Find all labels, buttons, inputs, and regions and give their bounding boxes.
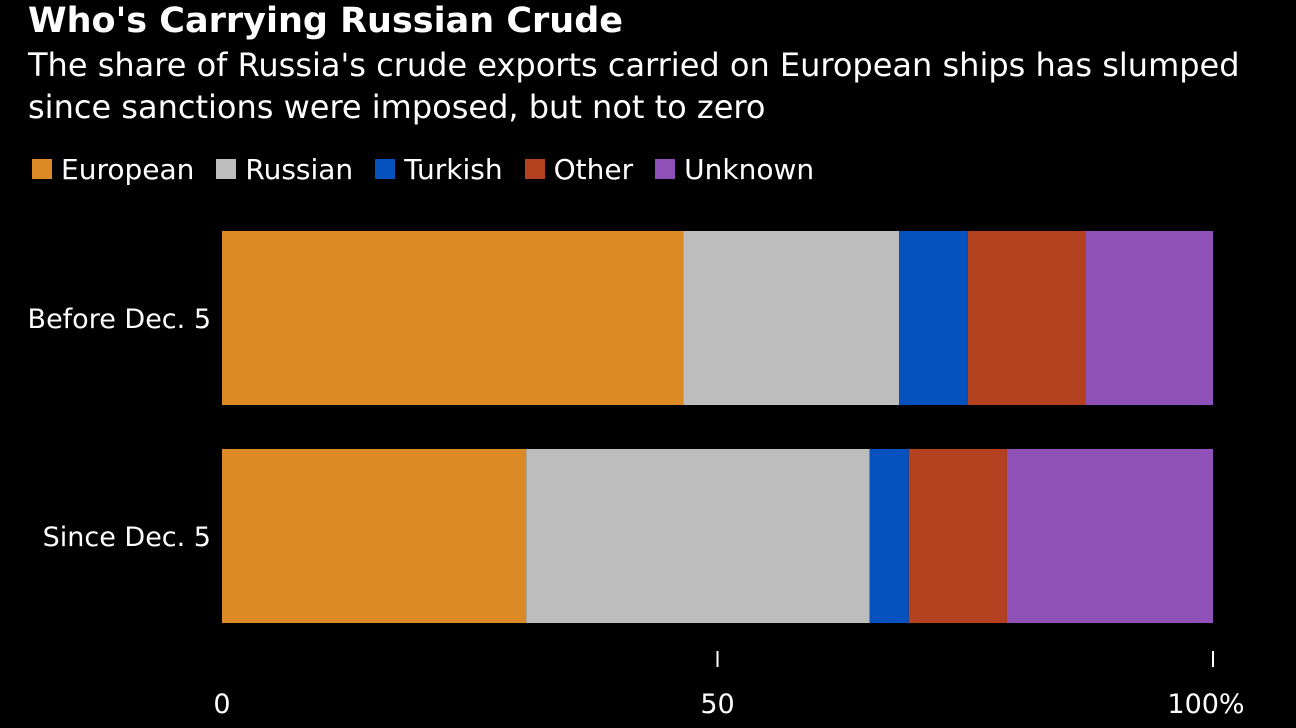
legend-swatch-other [524, 159, 545, 179]
category-label-before-dec-5: Before Dec. 5 [28, 304, 211, 335]
chart-title: Who's Carrying Russian Crude [28, 1, 623, 41]
legend-item-other: Other [524, 152, 634, 186]
x-tick-label-100: 100% [1167, 689, 1244, 720]
bar-segment-other-before-dec-5 [967, 231, 1086, 405]
bar-segment-unknown-before-dec-5 [1085, 231, 1213, 405]
legend-label-other: Other [553, 152, 634, 186]
chart-legend: European Russian Turkish Other Unknown [32, 150, 836, 188]
legend-swatch-unknown [655, 159, 676, 179]
legend-swatch-russian [216, 159, 237, 179]
bar-segment-turkish-since-dec-5 [869, 449, 909, 623]
bar-segment-russian-since-dec-5 [526, 449, 870, 623]
legend-item-unknown: Unknown [655, 153, 814, 186]
legend-swatch-turkish [375, 159, 396, 179]
legend-item-european: European [32, 153, 194, 186]
bar-segment-other-since-dec-5 [908, 449, 1007, 623]
legend-label-unknown: Unknown [684, 152, 815, 186]
bar-segment-unknown-since-dec-5 [1006, 449, 1213, 623]
bar-segment-european-before-dec-5 [222, 231, 684, 405]
legend-label-european: European [61, 152, 195, 186]
category-label-since-dec-5: Since Dec. 5 [43, 522, 211, 553]
bar-segment-turkish-before-dec-5 [899, 231, 968, 405]
legend-item-russian: Russian [216, 153, 353, 186]
legend-item-turkish: Turkish [375, 152, 503, 186]
bar-segment-russian-before-dec-5 [683, 231, 900, 405]
legend-swatch-european [32, 159, 52, 179]
legend-label-turkish: Turkish [404, 152, 503, 186]
chart-subtitle: The share of Russia's crude exports carr… [28, 46, 1240, 126]
x-tick-label-50: 50 [700, 689, 734, 720]
bar-segment-european-since-dec-5 [222, 449, 527, 623]
x-tick-label-0: 0 [213, 689, 230, 720]
legend-label-russian: Russian [245, 152, 354, 186]
